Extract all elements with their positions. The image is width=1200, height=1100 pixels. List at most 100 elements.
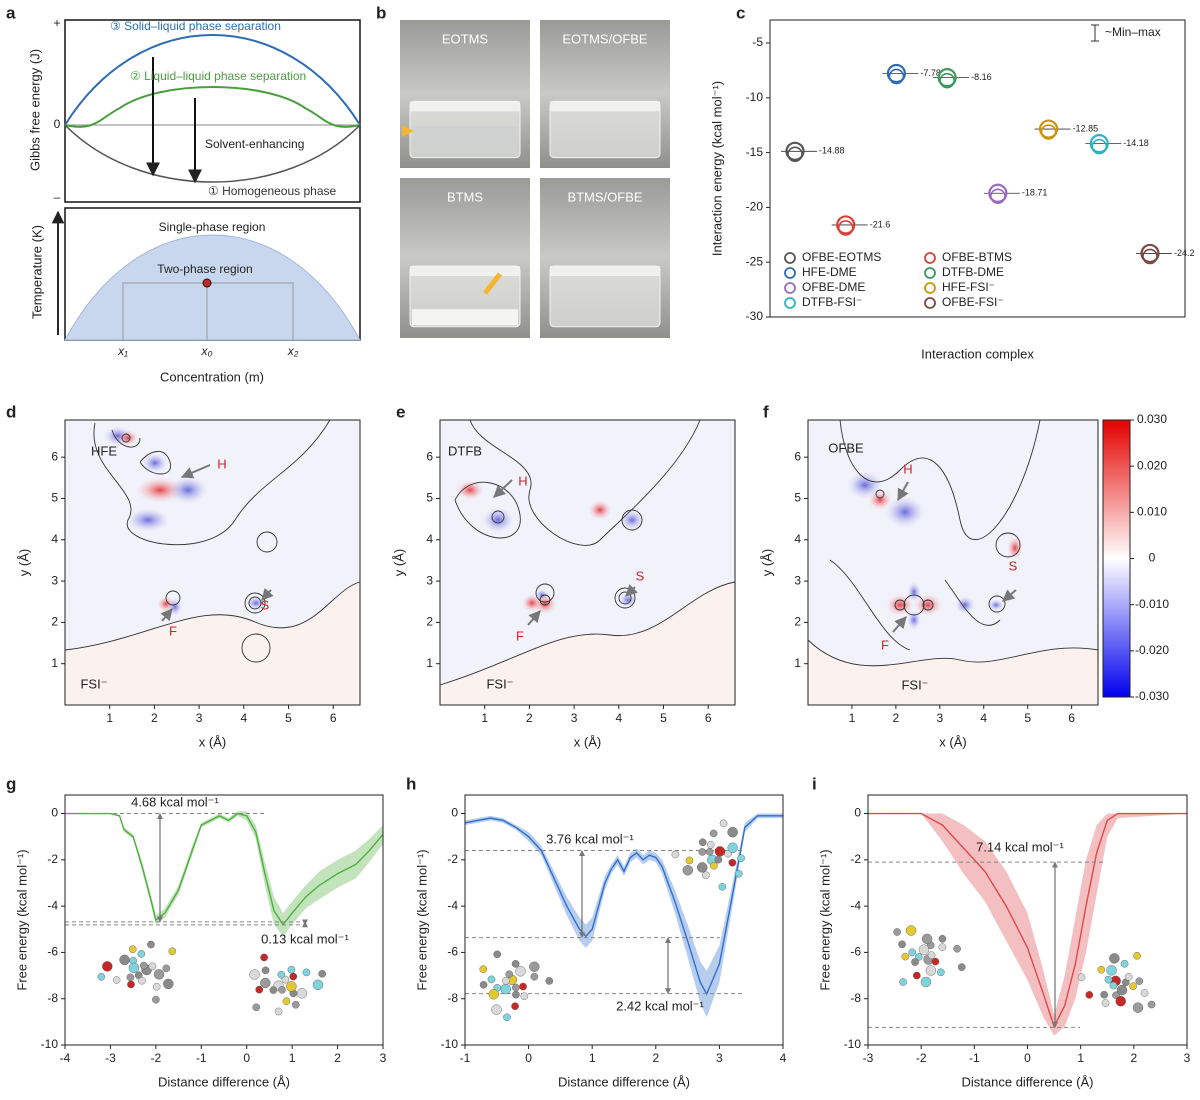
legend-label: DTFB-DME xyxy=(942,265,1004,279)
colorbar-tick-label: 0.030 xyxy=(1137,412,1167,426)
minmax-symbol xyxy=(1091,24,1099,42)
x-tick-label: x₀ xyxy=(200,344,212,358)
marker-ring xyxy=(787,146,803,163)
atom-label: S xyxy=(1009,558,1018,573)
legend-marker xyxy=(924,297,936,309)
contour-line xyxy=(535,583,555,603)
molecule-atom xyxy=(714,855,723,864)
x-axis-label: Distance difference (Å) xyxy=(558,1074,690,1089)
molecule-atom xyxy=(1104,975,1113,984)
panel-letter: b xyxy=(376,3,386,22)
marker xyxy=(988,183,1008,203)
arrow xyxy=(261,587,274,601)
legend-label: OFBE-FSI⁻ xyxy=(942,295,1004,309)
molecule-atom xyxy=(937,968,945,977)
x-tick-label: 5 xyxy=(285,711,292,725)
density-lobe xyxy=(535,589,549,601)
y-axis-label: Free energy (kcal mol⁻¹) xyxy=(14,849,29,990)
density-lobe xyxy=(885,496,925,528)
molecule-atom xyxy=(512,983,520,992)
molecule-atom xyxy=(137,950,146,958)
molecule-atom xyxy=(1106,965,1117,976)
x-tick-label: 6 xyxy=(330,711,337,725)
molecule-atom xyxy=(1077,973,1086,982)
molecule-atom xyxy=(126,973,135,982)
molecule-atom xyxy=(519,982,527,991)
liquid-layer xyxy=(412,126,518,154)
y-tick-label: -4 xyxy=(47,898,58,912)
y-tick-label: 1 xyxy=(794,656,801,670)
marker xyxy=(836,215,856,235)
molecule-atom xyxy=(1115,995,1126,1007)
data-label: -7.78 xyxy=(920,68,941,78)
curve xyxy=(64,34,361,126)
atom-label: H xyxy=(903,461,912,476)
molecule-atom xyxy=(1100,990,1108,999)
y-tick-label: -10 xyxy=(441,1037,459,1051)
annotation: 4.68 kcal mol⁻¹ xyxy=(131,794,219,809)
x-tick-label: 3 xyxy=(936,711,943,725)
molecule-atom xyxy=(1101,999,1110,1007)
curve-label: Solvent-enhancing xyxy=(205,137,304,151)
atom-label: OFBE xyxy=(828,440,864,455)
molecule-atom xyxy=(255,985,264,994)
molecule-atom xyxy=(1109,981,1118,990)
x-tick-label: 0 xyxy=(243,1051,250,1065)
x-tick-label: 3 xyxy=(716,1051,723,1065)
molecule-atom xyxy=(261,966,270,975)
x-tick-label: -1 xyxy=(196,1051,207,1065)
y-tick-label: -6 xyxy=(850,945,861,959)
data-label: -14.88 xyxy=(819,146,845,156)
contour-line xyxy=(839,419,1041,541)
x-tick-label: 4 xyxy=(240,711,247,725)
photo-label: BTMS/OFBE xyxy=(567,189,642,204)
density-lobe xyxy=(955,596,975,614)
legend-label: OFBE-DME xyxy=(802,280,865,294)
map-lower xyxy=(440,582,735,705)
y-tick-label: -2 xyxy=(47,852,58,866)
contour-line xyxy=(139,451,172,475)
x-tick-label: 2 xyxy=(1130,1051,1137,1065)
x-axis-label: x (Å) xyxy=(939,734,966,749)
colorbar-tick-label: 0 xyxy=(1149,551,1156,565)
panel-letter: i xyxy=(812,774,817,793)
marker-ring xyxy=(990,188,1006,205)
density-lobe xyxy=(246,596,266,610)
x-tick-label: -2 xyxy=(916,1051,927,1065)
x-tick-label: 4 xyxy=(980,711,987,725)
x-tick-label: -1 xyxy=(460,1051,471,1065)
data-label: -18.71 xyxy=(1022,188,1048,198)
x-tick-label: 5 xyxy=(660,711,667,725)
molecule-atom xyxy=(520,992,529,1000)
molecule-atom xyxy=(287,965,296,974)
photo-label: EOTMS/OFBE xyxy=(562,31,648,46)
molecule-atom xyxy=(682,865,693,876)
x-tick-label: -3 xyxy=(863,1051,874,1065)
x-tick-label: -4 xyxy=(60,1051,71,1065)
marker-ring xyxy=(1091,138,1108,155)
contour-line xyxy=(995,532,1021,558)
arrow xyxy=(493,479,513,498)
molecule-atom xyxy=(512,990,520,999)
molecule-atom xyxy=(901,952,910,961)
x-tick-label: -1 xyxy=(969,1051,980,1065)
panel-letter: a xyxy=(6,3,16,22)
y-tick-label: 0 xyxy=(54,117,61,131)
y-tick-label: 0 xyxy=(51,806,58,820)
y-tick-label: -4 xyxy=(447,898,458,912)
panel-letter: f xyxy=(763,402,769,421)
density-lobe xyxy=(914,594,942,616)
molecule-atom xyxy=(168,947,177,956)
molecule-atom xyxy=(921,933,933,945)
y-tick-label: 5 xyxy=(794,491,801,505)
density-lobe xyxy=(988,599,1004,611)
y-tick-label: 0 xyxy=(854,806,861,820)
curve-label: ① Homogeneous phase xyxy=(208,184,337,198)
atom-label: F xyxy=(169,623,177,638)
molecule-atom xyxy=(119,954,130,966)
y-tick-label: -8 xyxy=(47,991,58,1005)
state-point xyxy=(202,278,212,288)
contour-line xyxy=(244,592,266,614)
x-tick-label: 1 xyxy=(589,1051,596,1065)
marker xyxy=(886,63,907,84)
